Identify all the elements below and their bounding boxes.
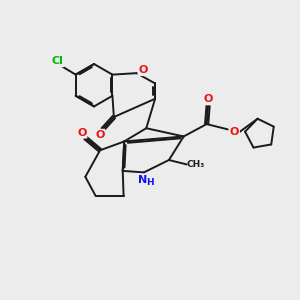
Text: O: O — [77, 128, 86, 138]
Text: CH₃: CH₃ — [187, 160, 205, 169]
Text: O: O — [203, 94, 213, 104]
Text: Cl: Cl — [52, 56, 63, 66]
Text: N: N — [138, 175, 147, 185]
Text: O: O — [230, 127, 239, 137]
Text: O: O — [138, 65, 148, 75]
Text: O: O — [95, 130, 104, 140]
Text: H: H — [147, 178, 154, 187]
